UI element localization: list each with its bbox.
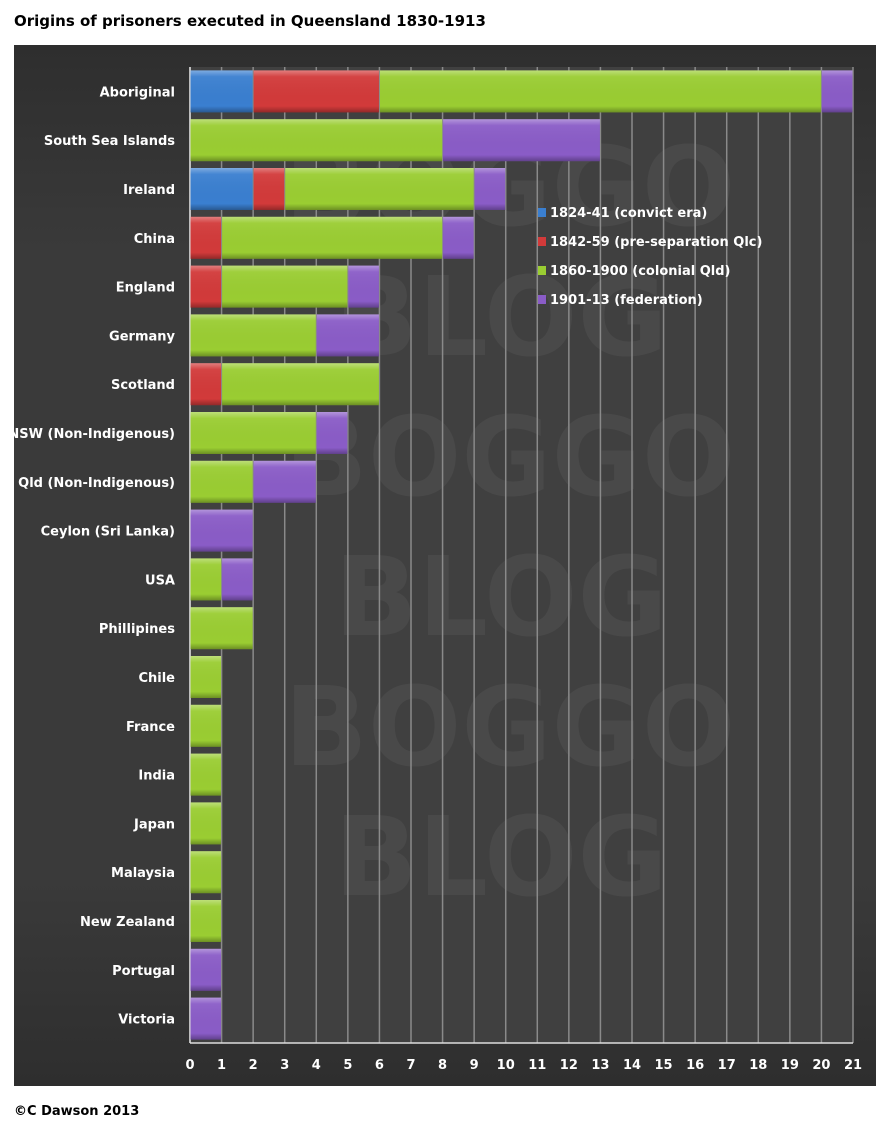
legend-swatch — [538, 237, 546, 246]
x-tick-label: 16 — [686, 1058, 704, 1073]
bar-segment-gloss — [222, 363, 379, 406]
legend-swatch — [538, 295, 546, 304]
bar-segment-gloss — [190, 558, 222, 601]
bar-segment-gloss — [190, 704, 222, 747]
x-tick-label: 18 — [749, 1058, 767, 1073]
x-tick-label: 8 — [438, 1058, 447, 1073]
watermark-text: BOGGO — [284, 393, 735, 521]
bar-segment-gloss — [190, 412, 316, 454]
x-tick-label: 11 — [528, 1058, 546, 1073]
chart-title: Origins of prisoners executed in Queensl… — [14, 12, 486, 30]
x-tick-label: 7 — [406, 1058, 415, 1073]
category-label: Ceylon (Sri Lanka) — [41, 525, 175, 540]
category-label: Malaysia — [111, 866, 175, 881]
category-label: South Sea Islands — [44, 134, 175, 149]
category-label: Victoria — [118, 1013, 175, 1028]
bar-segment-gloss — [190, 119, 443, 162]
x-tick-label: 1 — [217, 1058, 226, 1073]
bar-segment-gloss — [348, 265, 379, 308]
bar-segment-gloss — [190, 216, 222, 259]
bar-segment-gloss — [190, 997, 222, 1040]
legend-label: 1901-13 (federation) — [550, 293, 703, 308]
bar-segment-gloss — [316, 314, 379, 357]
x-tick-label: 13 — [591, 1058, 609, 1073]
category-label: England — [116, 281, 175, 296]
category-label: Aboriginal — [100, 85, 175, 100]
bar-segment-gloss — [222, 216, 443, 259]
watermark-text: BLOG — [334, 253, 668, 381]
bar-segment-gloss — [190, 265, 222, 308]
x-tick-label: 5 — [343, 1058, 352, 1073]
bar-segment-gloss — [190, 851, 222, 894]
bar-segment-gloss — [190, 168, 253, 210]
legend-swatch — [538, 208, 546, 217]
bar-segment-gloss — [190, 314, 316, 357]
bar-segment-gloss — [190, 948, 222, 991]
x-tick-label: 9 — [470, 1058, 479, 1073]
bar-segment-gloss — [474, 168, 506, 210]
x-tick-label: 12 — [560, 1058, 578, 1073]
x-tick-label: 10 — [497, 1058, 515, 1073]
x-tick-label: 15 — [655, 1058, 673, 1073]
category-label: Ireland — [123, 183, 175, 198]
category-label: India — [138, 769, 175, 784]
bar-segment-gloss — [379, 70, 821, 113]
x-tick-label: 14 — [623, 1058, 641, 1073]
bar-segment-gloss — [253, 70, 379, 113]
bar-segment-gloss — [821, 70, 853, 113]
bar-segment-gloss — [253, 460, 316, 503]
category-label: Scotland — [111, 378, 175, 393]
category-label: Portugal — [112, 964, 175, 979]
bar-segment-gloss — [190, 460, 253, 503]
category-label: Phillipines — [99, 622, 175, 637]
x-tick-label: 17 — [718, 1058, 736, 1073]
category-label: Qld (Non-Indigenous) — [18, 476, 175, 491]
x-tick-label: 6 — [375, 1058, 384, 1073]
x-tick-label: 21 — [844, 1058, 862, 1073]
bar-segment-gloss — [190, 802, 222, 845]
bar-segment-gloss — [190, 70, 253, 113]
bar-segment-gloss — [443, 216, 474, 259]
bar-segment-gloss — [316, 412, 348, 454]
bar-segment-gloss — [285, 168, 474, 210]
chart-area: BOGGO BLOG BOGGO BLOG BOGGO BLOG 0 1 2 3 4 5 6 7 8 9 10 1… — [8, 45, 876, 1086]
bar-segment-gloss — [190, 656, 222, 698]
bar-segment-gloss — [190, 900, 222, 942]
bar-segment-gloss — [222, 558, 253, 601]
bar-segment-gloss — [190, 753, 222, 796]
bar-segment-gloss — [190, 363, 222, 406]
category-label: Chile — [138, 671, 175, 686]
category-label: China — [134, 232, 175, 247]
x-tick-label: 19 — [781, 1058, 799, 1073]
x-tick-label: 2 — [249, 1058, 258, 1073]
copyright-footer: ©C Dawson 2013 — [14, 1104, 140, 1119]
legend-label: 1842-59 (pre-separation Qlc) — [550, 235, 762, 250]
bar-segment-gloss — [222, 265, 348, 308]
watermark-text: BOGGO — [284, 663, 735, 791]
category-label: France — [126, 720, 175, 735]
bar-segment-gloss — [443, 119, 600, 162]
category-label: Japan — [133, 817, 175, 832]
legend-label: 1824-41 (convict era) — [550, 206, 707, 221]
category-label: Germany — [109, 329, 175, 344]
x-tick-label: 4 — [312, 1058, 321, 1073]
bar-segment-gloss — [190, 607, 253, 650]
bar-segment-gloss — [190, 509, 253, 552]
category-label: USA — [145, 573, 175, 588]
watermark-text: BLOG — [334, 793, 668, 921]
x-tick-label: 0 — [185, 1058, 194, 1073]
watermark-text: BLOG — [334, 533, 668, 661]
x-tick-label: 3 — [280, 1058, 289, 1073]
category-label: New Zealand — [80, 915, 175, 930]
bar-segment-gloss — [253, 168, 285, 210]
x-tick-label: 20 — [812, 1058, 830, 1073]
legend-label: 1860-1900 (colonial Qld) — [550, 264, 730, 279]
legend-swatch — [538, 266, 546, 275]
category-label: NSW (Non-Indigenous) — [14, 427, 175, 442]
